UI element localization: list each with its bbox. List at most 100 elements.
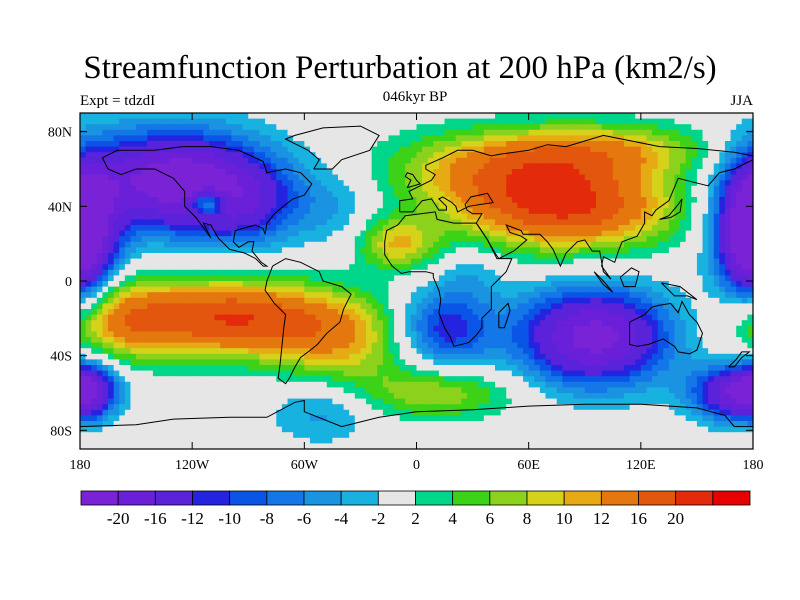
field-cell [556, 180, 563, 187]
field-cell [657, 141, 664, 148]
field-cell [388, 174, 395, 181]
field-cell [96, 241, 104, 248]
field-cell [80, 225, 87, 232]
field-cell [500, 208, 507, 215]
field-cell [371, 320, 378, 327]
field-cell [410, 320, 418, 327]
field-cell [511, 325, 519, 332]
field-cell [265, 202, 272, 209]
field-cell [528, 292, 535, 299]
field-cell [696, 286, 704, 293]
field-cell [377, 129, 384, 136]
field-cell [405, 253, 412, 260]
field-cell [567, 258, 575, 265]
field-cell [399, 174, 406, 181]
field-cell [354, 163, 362, 170]
field-cell [410, 241, 418, 248]
field-cell [214, 141, 221, 148]
field-cell [652, 225, 659, 232]
field-cell [680, 157, 687, 164]
field-cell [472, 337, 479, 344]
field-cell [253, 253, 261, 260]
field-cell [472, 219, 479, 226]
field-cell [680, 185, 687, 192]
field-cell [169, 275, 176, 282]
field-cell [747, 314, 754, 321]
field-cell [80, 152, 87, 159]
field-cell [556, 337, 563, 344]
field-cell [405, 113, 412, 120]
field-cell [321, 337, 328, 344]
field-cell [248, 124, 255, 131]
field-cell [646, 314, 653, 321]
field-cell [96, 191, 104, 198]
field-cell [175, 320, 182, 327]
field-cell [304, 253, 311, 260]
field-cell [253, 163, 261, 170]
field-cell [657, 197, 664, 204]
field-cell [337, 286, 345, 293]
field-cell [152, 163, 160, 170]
field-cell [360, 202, 367, 209]
field-cell [298, 152, 305, 159]
field-cell [130, 180, 137, 187]
field-cell [91, 152, 98, 159]
field-cell [130, 325, 137, 332]
field-cell [237, 258, 244, 265]
field-cell [394, 337, 401, 344]
field-cell [579, 113, 586, 120]
field-cell [724, 191, 732, 198]
field-cell [724, 208, 732, 215]
field-cell [214, 247, 221, 254]
field-cell [164, 180, 171, 187]
field-cell [719, 314, 726, 321]
field-cell [562, 269, 569, 276]
field-cell [158, 286, 165, 293]
field-cell [119, 241, 126, 248]
field-cell [80, 253, 87, 260]
field-cell [696, 141, 704, 148]
field-cell [259, 129, 266, 136]
field-cell [366, 118, 373, 125]
field-cell [612, 129, 619, 136]
field-cell [646, 275, 653, 282]
field-cell [640, 124, 648, 131]
field-cell [506, 286, 513, 293]
field-cell [203, 303, 210, 310]
field-cell [696, 303, 704, 310]
field-cell [164, 236, 171, 243]
field-cell [394, 309, 401, 316]
field-cell [366, 185, 373, 192]
field-cell [231, 180, 238, 187]
field-cell [444, 163, 451, 170]
field-cell [545, 309, 552, 316]
field-cell [500, 337, 507, 344]
field-cell [147, 213, 154, 220]
field-cell [461, 269, 468, 276]
field-cell [113, 253, 120, 260]
field-cell [208, 202, 216, 209]
field-cell [315, 152, 322, 159]
field-cell [495, 236, 502, 243]
field-cell [607, 230, 614, 237]
field-cell [573, 297, 580, 304]
field-cell [584, 225, 591, 232]
field-cell [410, 281, 418, 288]
field-cell [506, 141, 513, 148]
field-cell [579, 163, 586, 170]
field-cell [405, 152, 412, 159]
field-cell [276, 269, 283, 276]
field-cell [276, 264, 283, 271]
field-cell [326, 152, 333, 159]
field-cell [394, 152, 401, 159]
field-cell [96, 141, 104, 148]
field-cell [556, 163, 563, 170]
field-cell [680, 247, 687, 254]
field-cell [545, 225, 552, 232]
field-cell [668, 275, 676, 282]
field-cell [730, 157, 737, 164]
field-cell [360, 118, 367, 125]
field-cell [399, 286, 406, 293]
field-cell [624, 241, 631, 248]
field-cell [674, 253, 681, 260]
